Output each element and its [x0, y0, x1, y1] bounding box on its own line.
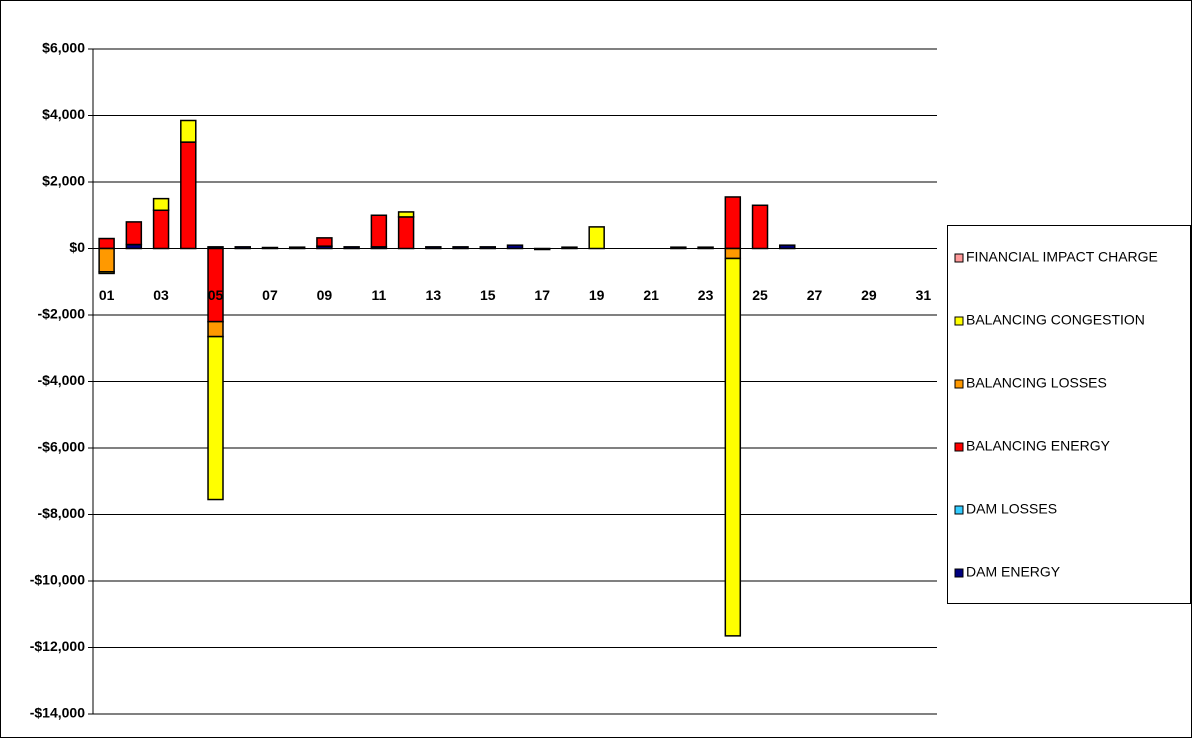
bar-segment: [724, 247, 742, 260]
legend-label: BALANCING LOSSES: [966, 375, 1107, 391]
bar-segment: [316, 237, 333, 247]
x-tick-label: 05: [208, 287, 224, 303]
bar-segment: [180, 119, 197, 143]
x-tick-label: 25: [752, 287, 768, 303]
y-tick-label: -$4,000: [38, 372, 86, 388]
legend-swatch: [954, 316, 964, 326]
legend-label: FINANCIAL IMPACT CHARGE: [966, 249, 1158, 265]
y-tick-label: $2,000: [42, 173, 85, 189]
bar-segment: [588, 226, 605, 250]
bar-segment: [207, 247, 224, 323]
y-tick-label: $6,000: [42, 40, 85, 56]
legend-label: BALANCING ENERGY: [966, 438, 1111, 454]
x-tick-label: 23: [698, 287, 714, 303]
legend-swatch: [954, 505, 964, 515]
legend-swatch: [954, 253, 964, 263]
y-tick-label: -$12,000: [30, 638, 85, 654]
x-tick-label: 31: [916, 287, 932, 303]
legend-box: [947, 225, 1191, 604]
y-tick-label: $0: [69, 239, 85, 255]
bar-segment: [152, 209, 170, 250]
bar-segment: [152, 197, 170, 212]
x-tick-label: 29: [861, 287, 877, 303]
bar-segment: [98, 271, 115, 275]
bar-segment: [125, 221, 143, 246]
x-tick-label: 07: [262, 287, 278, 303]
x-tick-label: 17: [534, 287, 550, 303]
x-tick-label: 13: [426, 287, 442, 303]
x-tick-label: 11: [371, 287, 386, 303]
y-tick-label: -$10,000: [30, 572, 85, 588]
legend-label: DAM ENERGY: [966, 564, 1061, 580]
bar-segment: [98, 247, 115, 273]
legend-swatch: [954, 379, 964, 389]
legend-swatch: [954, 568, 964, 578]
y-tick-label: $4,000: [42, 106, 85, 122]
bar-segment: [98, 237, 115, 250]
bar-segment: [207, 320, 224, 338]
bar-segment: [180, 141, 197, 250]
y-tick-label: -$6,000: [38, 439, 86, 455]
legend-label: DAM LOSSES: [966, 501, 1057, 517]
legend-swatch: [954, 442, 964, 452]
x-tick-label: 03: [153, 287, 169, 303]
bar-segment: [751, 204, 769, 250]
x-tick-label: 21: [643, 287, 659, 303]
bar-segment: [397, 216, 415, 250]
bar-segment: [397, 211, 415, 218]
y-tick-label: -$8,000: [38, 505, 86, 521]
bar-segment: [207, 335, 224, 501]
x-tick-label: 09: [317, 287, 333, 303]
y-tick-label: -$14,000: [30, 705, 85, 721]
y-tick-label: -$2,000: [38, 306, 86, 322]
legend-label: BALANCING CONGESTION: [966, 312, 1145, 328]
bar-segment: [724, 196, 742, 250]
x-tick-label: 19: [589, 287, 605, 303]
x-tick-label: 01: [99, 287, 115, 303]
x-tick-label: 15: [480, 287, 496, 303]
bar-segment: [370, 214, 388, 248]
x-tick-label: 27: [807, 287, 823, 303]
bar-segment: [724, 257, 742, 637]
